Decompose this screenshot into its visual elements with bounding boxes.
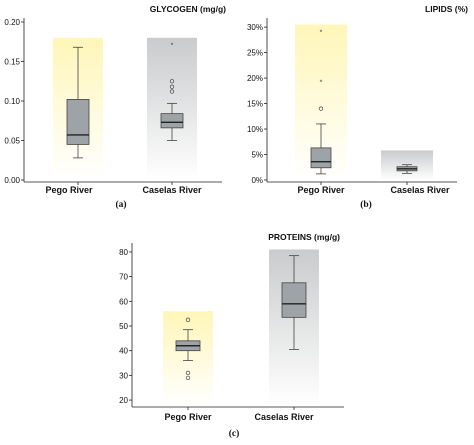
- panel-b-title: LIPIDS (%): [425, 4, 468, 14]
- panel-b-category-pego: Pego River: [297, 185, 345, 195]
- panel-a-title: GLYCOGEN (mg/g): [150, 4, 226, 14]
- panel-c-label: (c): [229, 428, 240, 439]
- panel-b-lipids: LIPIDS (%) 0%5%10%15%20%25%30% ** Pego R…: [247, 4, 468, 210]
- y-tick-label: 0.15: [4, 58, 20, 67]
- panel-a-plot: *: [53, 37, 197, 180]
- outlier-circle-caselas: [169, 89, 175, 94]
- outlier-circle-pego: [318, 106, 324, 111]
- y-tick-label: 0.10: [4, 97, 20, 106]
- panel-a-y-ticks: 0.00 0.05 0.10 0.15 0.20: [4, 18, 222, 185]
- outlier-circle-pego: [185, 317, 191, 322]
- y-tick-label: 30%: [247, 23, 263, 32]
- y-tick-label: 5%: [251, 151, 263, 160]
- panel-c-category-caselas: Caselas River: [254, 412, 314, 422]
- y-tick-label: 0.20: [4, 18, 20, 27]
- panel-b-label: (b): [360, 199, 372, 210]
- y-tick-label: 0.05: [4, 137, 20, 146]
- y-tick-label: 0%: [251, 176, 263, 185]
- y-tick-label: 0.00: [4, 176, 20, 185]
- panel-c-proteins: PROTEINS (mg/g) 20 30 40 50 60 70 80 Pego Rive…: [119, 232, 344, 439]
- y-tick-label: 20: [119, 396, 128, 405]
- panel-b-category-caselas: Caselas River: [390, 185, 450, 195]
- y-tick-label: 80: [119, 248, 128, 257]
- panel-a-category-caselas: Caselas River: [142, 185, 202, 195]
- panel-c-y-ticks: 20 30 40 50 60 70 80: [119, 243, 344, 410]
- outlier-circle-pego: [185, 375, 191, 380]
- y-tick-label: 50: [119, 322, 128, 331]
- outlier-star-pego: *: [320, 30, 323, 37]
- y-tick-label: 25%: [247, 49, 263, 58]
- box-pego: [66, 99, 90, 145]
- panel-b-y-ticks: 0% 5% 10% 15% 20% 25% 30%: [247, 18, 457, 185]
- panel-c-category-pego: Pego River: [164, 412, 212, 422]
- panel-a-glycogen: GLYCOGEN (mg/g) 0.00 0.05 0.10 0.15 0.20 * P…: [4, 4, 226, 210]
- y-tick-label: 70: [119, 273, 128, 282]
- outlier-circle-pego: [185, 370, 191, 376]
- box-caselas: [281, 282, 307, 318]
- y-tick-label: 20%: [247, 74, 263, 83]
- outlier-star-caselas: *: [171, 42, 174, 49]
- y-tick-label: 10%: [247, 125, 263, 134]
- y-tick-label: 40: [119, 347, 128, 356]
- panel-c-title: PROTEINS (mg/g): [268, 232, 340, 242]
- y-tick-label: 30: [119, 371, 128, 380]
- panel-b-plot: **: [295, 24, 433, 181]
- y-tick-label: 15%: [247, 100, 263, 109]
- panel-c-plot: [163, 249, 319, 405]
- box-caselas: [160, 113, 184, 129]
- panel-a-category-pego: Pego River: [45, 185, 93, 195]
- y-tick-label: 60: [119, 297, 128, 306]
- outlier-circle-caselas: [169, 84, 175, 89]
- outlier-circle-caselas: [169, 79, 175, 84]
- outlier-star-pego: *: [320, 80, 323, 87]
- panel-a-label: (a): [115, 199, 126, 210]
- box-pego: [310, 147, 332, 169]
